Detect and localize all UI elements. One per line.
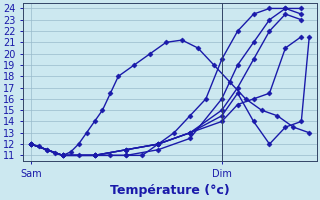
X-axis label: Température (°c): Température (°c): [110, 184, 230, 197]
